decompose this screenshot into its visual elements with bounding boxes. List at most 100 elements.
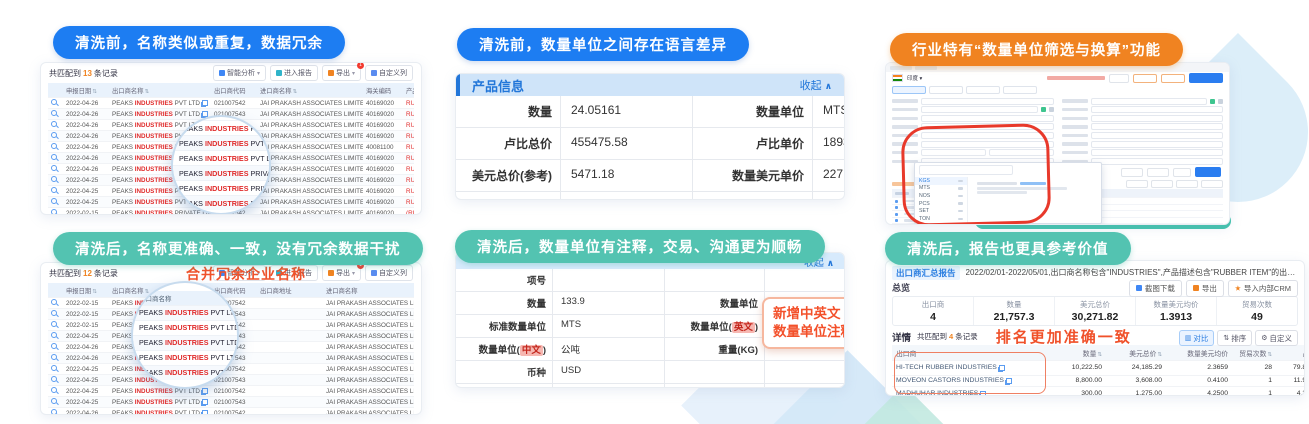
company-name-link[interactable]: MOVEON CASTORS INDUSTRIES (896, 377, 1004, 385)
toolbar-button[interactable] (1201, 179, 1223, 188)
range-input-to[interactable] (988, 149, 1054, 157)
unit-search-input[interactable] (919, 165, 1013, 175)
row-magnifier-icon[interactable] (51, 354, 57, 360)
sort-icon[interactable]: ⇅ (144, 288, 150, 295)
smart-analysis-button[interactable]: 智能分析 ▾ (212, 65, 266, 81)
field-input[interactable] (1090, 149, 1223, 157)
unit-option[interactable]: PCS (915, 200, 967, 208)
save-filters-button[interactable] (1161, 73, 1185, 83)
toolbar-button[interactable] (1176, 179, 1198, 188)
submit-search-button[interactable] (1195, 167, 1221, 178)
export-report-button[interactable]: 导出 (1185, 279, 1224, 297)
field-input[interactable] (921, 123, 1054, 131)
field-input[interactable] (1090, 97, 1207, 105)
enter-report-button[interactable]: 进入报告 (269, 265, 318, 281)
row-magnifier-icon[interactable] (51, 165, 57, 171)
row-magnifier-icon[interactable] (51, 376, 57, 382)
field-input[interactable] (921, 114, 1054, 122)
row-magnifier-icon[interactable] (895, 212, 898, 216)
copy-icon[interactable] (201, 398, 208, 405)
row-magnifier-icon[interactable] (51, 343, 57, 349)
row-magnifier-icon[interactable] (51, 321, 57, 327)
row-magnifier-icon[interactable] (51, 332, 57, 338)
copy-icon[interactable] (998, 364, 1005, 371)
screenshot-download-button[interactable]: 截图下载 (1128, 279, 1182, 297)
smart-analysis-button[interactable]: 智能分析 ▾ (212, 265, 266, 281)
enter-report-button[interactable]: 进入报告 (269, 65, 318, 81)
row-magnifier-icon[interactable] (51, 310, 57, 316)
country-selector[interactable]: 印度 ▾ (907, 76, 923, 82)
row-magnifier-icon[interactable] (51, 365, 57, 371)
sort-icon[interactable]: ⇅ (92, 88, 97, 95)
sort-view-button[interactable]: ⇅ 排序 (1217, 330, 1253, 346)
row-magnifier-icon[interactable] (51, 387, 57, 393)
unit-option[interactable]: MTS (915, 185, 967, 193)
row-magnifier-icon[interactable] (51, 121, 57, 127)
export-button[interactable]: 导出 ▾ 1 (321, 63, 364, 81)
row-magnifier-icon[interactable] (51, 198, 57, 204)
row-magnifier-icon[interactable] (51, 143, 57, 149)
toolbar-button[interactable] (1151, 179, 1173, 188)
sort-icon[interactable]: ⇅ (144, 88, 150, 95)
clear-button[interactable] (1121, 167, 1143, 177)
copy-icon[interactable] (201, 387, 208, 394)
save-condition-button[interactable] (1147, 167, 1169, 177)
field-input[interactable] (1090, 114, 1223, 122)
unit-option[interactable]: NOS (915, 192, 967, 200)
unit-option[interactable]: KGS (915, 177, 967, 185)
field-input[interactable] (1090, 123, 1223, 131)
unit-option[interactable]: TON (915, 215, 967, 223)
field-input[interactable] (1090, 157, 1223, 165)
custom-columns-button[interactable]: 自定义列 (365, 65, 413, 81)
row-magnifier-icon[interactable] (895, 206, 898, 210)
row-magnifier-icon[interactable] (51, 409, 57, 414)
copy-icon[interactable] (980, 390, 987, 395)
sort-icon[interactable]: ⇅ (292, 88, 298, 95)
row-magnifier-icon[interactable] (51, 398, 57, 404)
copy-icon[interactable] (1005, 377, 1012, 384)
row-magnifier-icon[interactable] (51, 176, 57, 182)
field-input[interactable] (921, 140, 1054, 148)
row-magnifier-icon[interactable] (895, 219, 898, 223)
export-button[interactable]: 导出 ▾ 1 (321, 263, 364, 281)
row-magnifier-icon[interactable] (895, 199, 898, 203)
row-magnifier-icon[interactable] (51, 187, 57, 193)
row-magnifier-icon[interactable] (51, 132, 57, 138)
data-type-tab[interactable] (892, 86, 926, 94)
field-input[interactable] (921, 106, 1038, 114)
field-input[interactable] (1090, 131, 1223, 139)
unit-option[interactable]: SET (915, 207, 967, 215)
range-input-from[interactable] (921, 149, 986, 157)
common-filters-button[interactable] (1133, 73, 1157, 83)
company-name-link[interactable]: HI-TECH RUBBER INDUSTRIES (896, 364, 997, 372)
collapse-link[interactable]: 收起 ∧ (800, 77, 832, 93)
row-magnifier-icon[interactable] (51, 99, 57, 105)
import-crm-button[interactable]: 导入内部CRM (1227, 279, 1298, 297)
copy-icon[interactable] (201, 409, 208, 414)
data-type-tab[interactable] (1003, 86, 1037, 94)
reset-filters-button[interactable] (1109, 73, 1129, 83)
collapse-link[interactable]: 收起 ∧ (804, 254, 834, 269)
sort-icon[interactable]: ⇅ (1267, 351, 1272, 358)
data-type-tab[interactable] (966, 86, 1000, 94)
copy-icon[interactable] (201, 99, 208, 106)
custom-columns-button[interactable]: 自定义列 (365, 265, 413, 281)
toolbar-button[interactable] (1126, 179, 1148, 188)
row-magnifier-icon[interactable] (51, 209, 57, 214)
row-magnifier-icon[interactable] (51, 299, 57, 305)
compare-view-button[interactable]: ▥ 对比 (1178, 330, 1215, 346)
row-magnifier-icon[interactable] (51, 154, 57, 160)
field-input[interactable] (1090, 140, 1223, 148)
sort-icon[interactable]: ⇅ (1097, 351, 1102, 358)
data-type-tab[interactable] (929, 86, 963, 94)
reset-button[interactable] (1173, 167, 1191, 177)
field-input[interactable] (1090, 106, 1223, 114)
search-button[interactable] (1189, 73, 1223, 83)
sort-icon[interactable]: ⇅ (92, 288, 97, 295)
window-tab[interactable] (915, 65, 937, 70)
window-tab[interactable] (890, 65, 912, 70)
sort-icon[interactable]: ⇅ (1157, 351, 1162, 358)
field-input[interactable] (921, 131, 1054, 139)
company-name-link[interactable]: MADHUHAR INDUSTRIES (896, 390, 979, 396)
customize-view-button[interactable]: ⚙ 自定义 (1255, 330, 1298, 346)
